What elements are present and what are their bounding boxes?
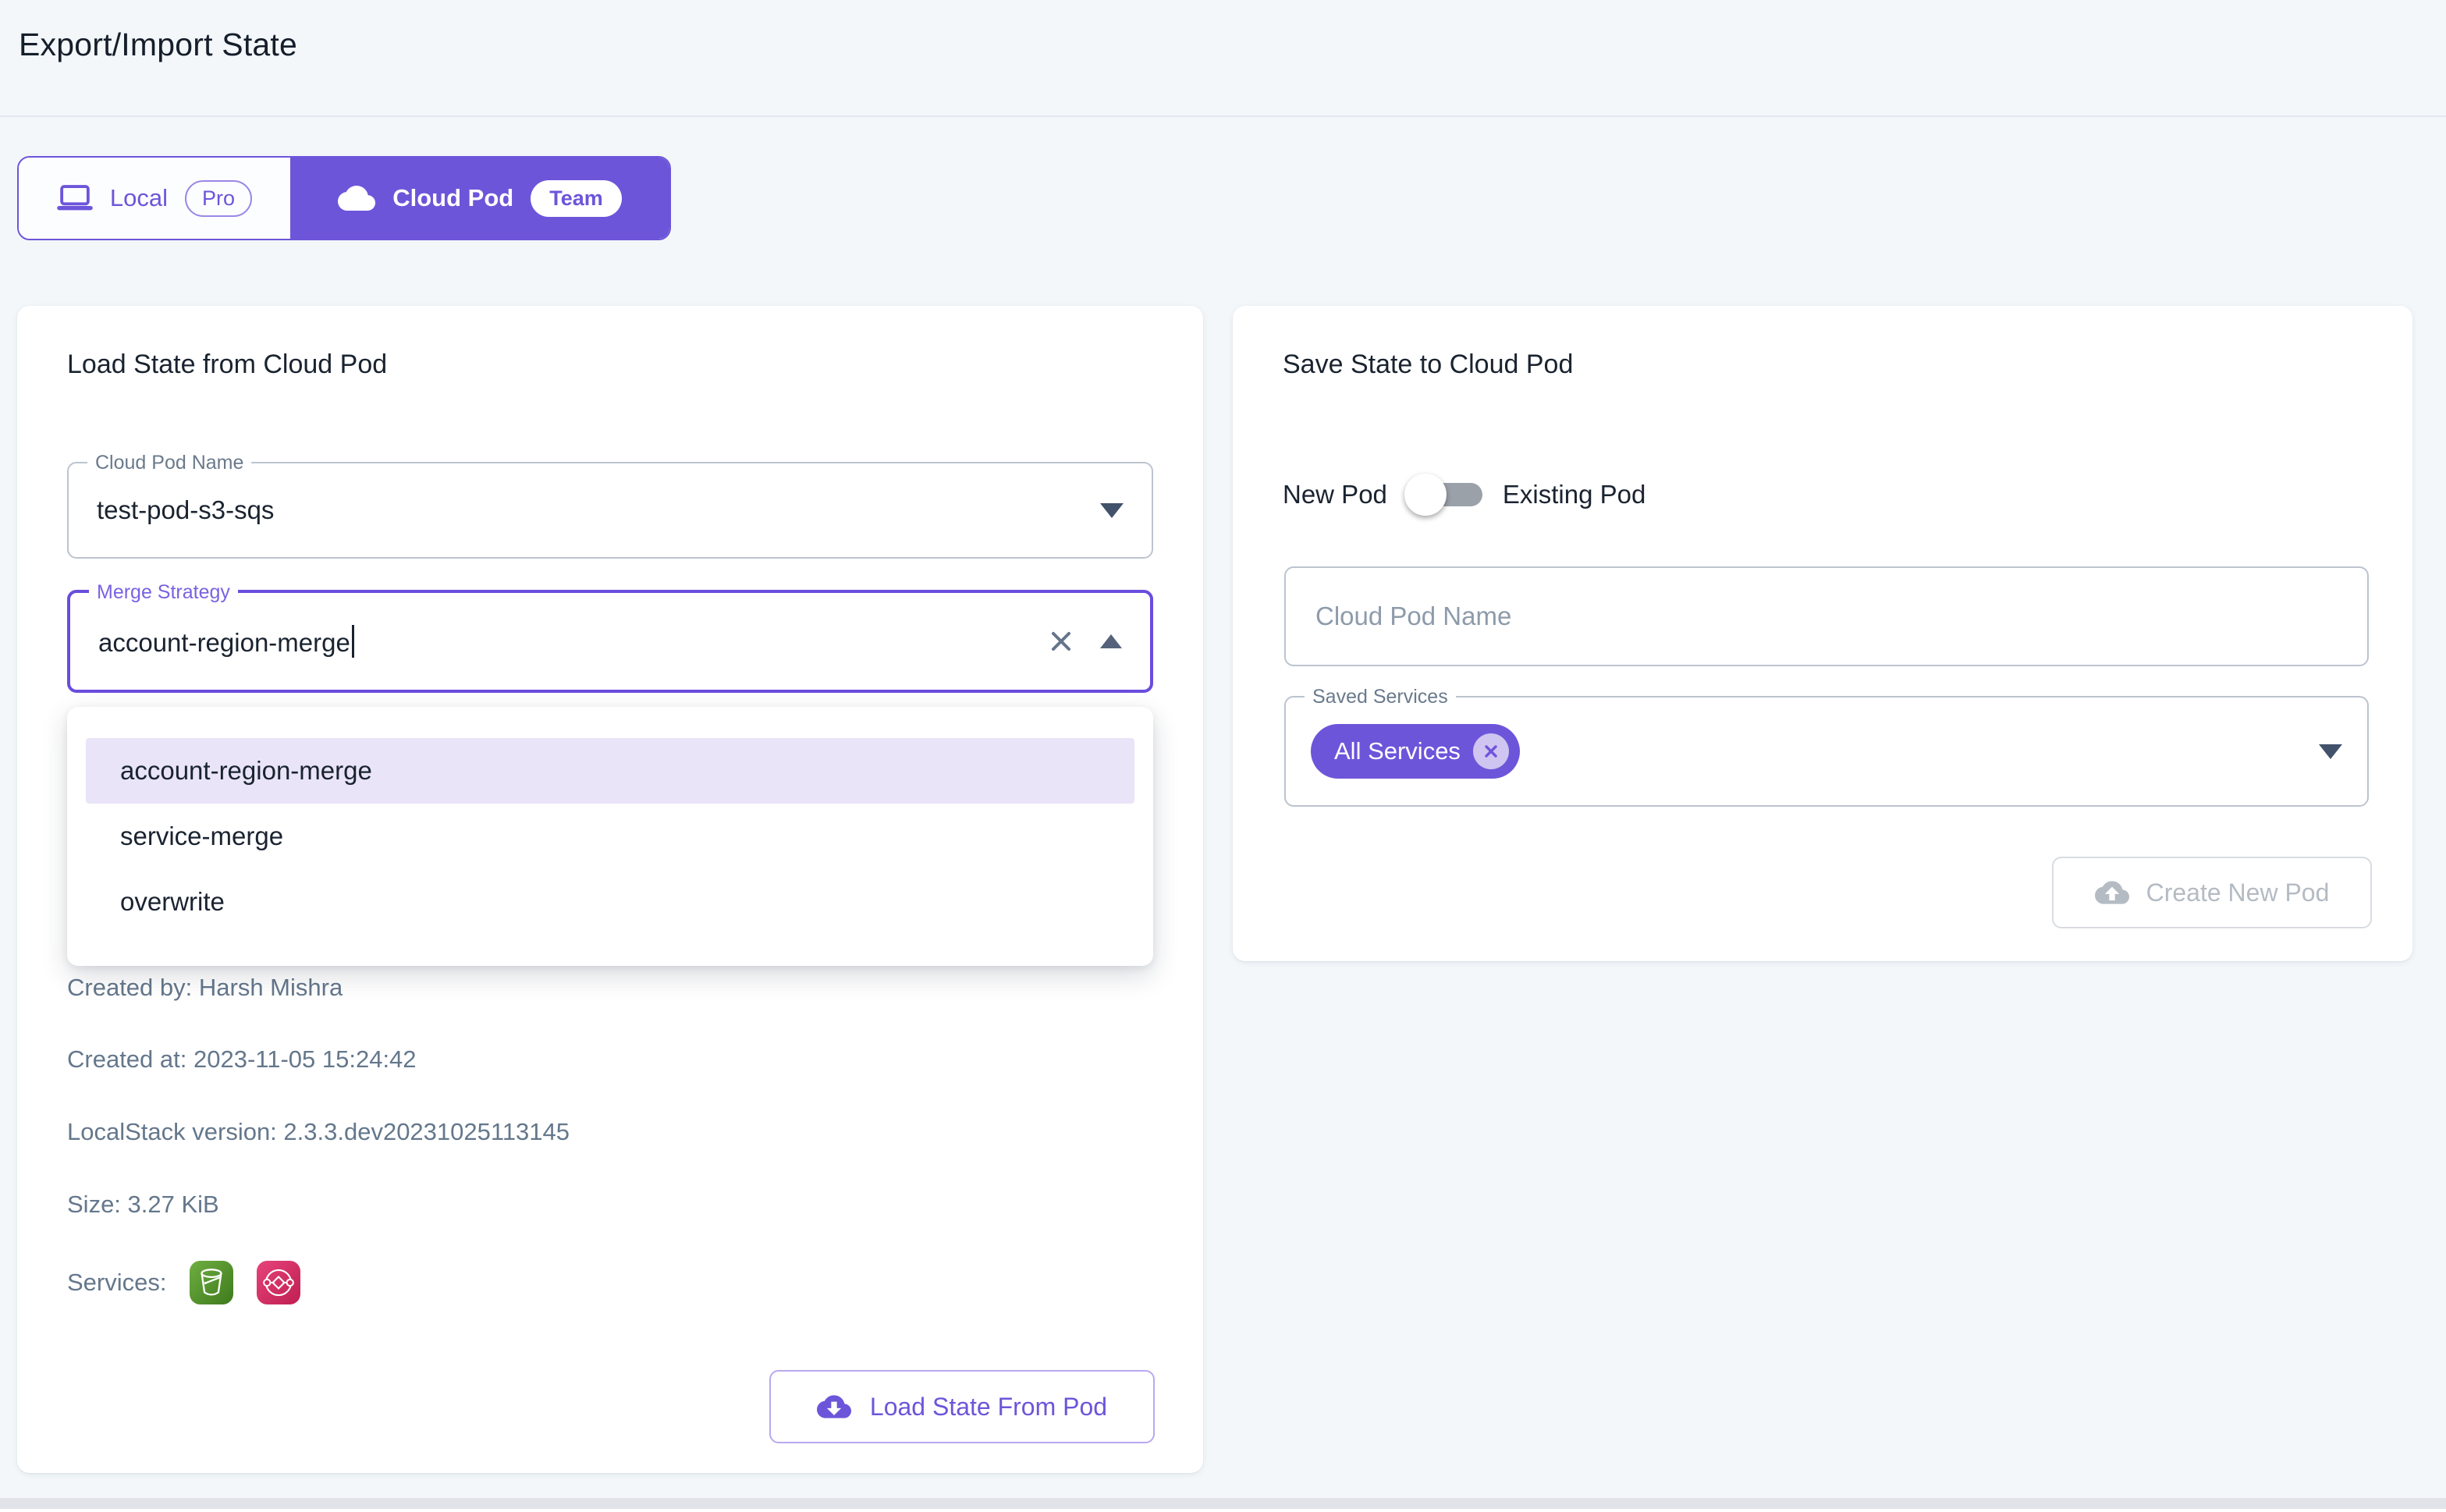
horizontal-scrollbar-track[interactable] <box>0 1498 2446 1509</box>
page-title: Export/Import State <box>19 27 298 62</box>
cloud-pod-name-input[interactable] <box>1284 566 2369 666</box>
chevron-down-icon <box>2319 744 2342 759</box>
saved-services-label: Saved Services <box>1305 685 1456 708</box>
tab-local-label: Local <box>109 184 169 211</box>
created-at-text: Created at: 2023-11-05 15:24:42 <box>67 1045 417 1073</box>
mode-toggle-group: Local Pro Cloud Pod Team <box>17 156 671 240</box>
cloud-download-icon <box>816 1395 851 1418</box>
header-divider <box>0 115 2446 117</box>
merge-strategy-options-popup: account-region-merge service-merge overw… <box>67 707 1153 966</box>
size-text: Size: 3.27 KiB <box>67 1191 219 1218</box>
cloud-upload-icon <box>2094 881 2129 904</box>
laptop-icon <box>57 185 93 211</box>
option-service-merge[interactable]: service-merge <box>120 822 284 850</box>
pod-type-toggle-row: New Pod Existing Pod <box>1283 467 1645 523</box>
clear-icon[interactable] <box>1045 626 1077 657</box>
services-label: Services: <box>67 1269 167 1296</box>
sqs-service-icon <box>257 1261 301 1304</box>
create-new-pod-button[interactable]: Create New Pod <box>2052 857 2372 928</box>
chip-delete-icon[interactable] <box>1472 733 1509 769</box>
cloud-pod-name-label: Cloud Pod Name <box>87 451 252 474</box>
option-account-region-merge[interactable]: account-region-merge <box>86 738 1134 804</box>
services-row: Services: <box>67 1261 301 1304</box>
save-state-card: Save State to Cloud Pod New Pod Existing… <box>1233 306 2412 961</box>
create-button-label: Create New Pod <box>2146 878 2330 907</box>
localstack-version-text: LocalStack version: 2.3.3.dev20231025113… <box>67 1118 570 1145</box>
chevron-up-icon[interactable] <box>1100 634 1122 648</box>
tab-cloud-pod[interactable]: Cloud Pod Team <box>290 158 669 239</box>
option-overwrite[interactable]: overwrite <box>120 887 225 916</box>
pod-type-switch[interactable] <box>1404 467 1486 523</box>
created-by-text: Created by: Harsh Mishra <box>67 974 343 1001</box>
tab-local[interactable]: Local Pro <box>19 158 290 239</box>
merge-strategy-label: Merge Strategy <box>89 580 238 604</box>
all-services-chip[interactable]: All Services <box>1311 724 1520 779</box>
cloud-icon <box>338 186 376 211</box>
existing-pod-label: Existing Pod <box>1502 480 1646 509</box>
cloud-pod-name-value: test-pod-s3-sqs <box>97 495 275 524</box>
bottom-edge <box>0 1509 2446 1512</box>
load-state-from-pod-button[interactable]: Load State From Pod <box>769 1370 1155 1443</box>
save-card-title: Save State to Cloud Pod <box>1283 350 1574 379</box>
load-state-card: Load State from Cloud Pod Cloud Pod Name… <box>17 306 1203 1473</box>
tab-cloud-pod-label: Cloud Pod <box>392 184 514 211</box>
load-button-label: Load State From Pod <box>869 1392 1108 1421</box>
chevron-down-icon <box>1100 502 1124 518</box>
load-card-title: Load State from Cloud Pod <box>67 350 388 379</box>
merge-strategy-combobox[interactable]: Merge Strategy account-region-merge <box>67 580 1153 693</box>
s3-service-icon <box>190 1261 234 1304</box>
new-pod-label: New Pod <box>1283 480 1387 509</box>
text-caret <box>351 625 354 658</box>
cloud-pod-name-select[interactable]: Cloud Pod Name test-pod-s3-sqs <box>67 451 1153 559</box>
merge-strategy-value: account-region-merge <box>98 625 1045 658</box>
team-badge: Team <box>531 179 622 217</box>
chip-label: All Services <box>1334 737 1461 765</box>
switch-thumb <box>1404 474 1447 516</box>
pro-badge: Pro <box>185 179 253 217</box>
saved-services-select[interactable]: Saved Services All Services <box>1284 685 2369 807</box>
